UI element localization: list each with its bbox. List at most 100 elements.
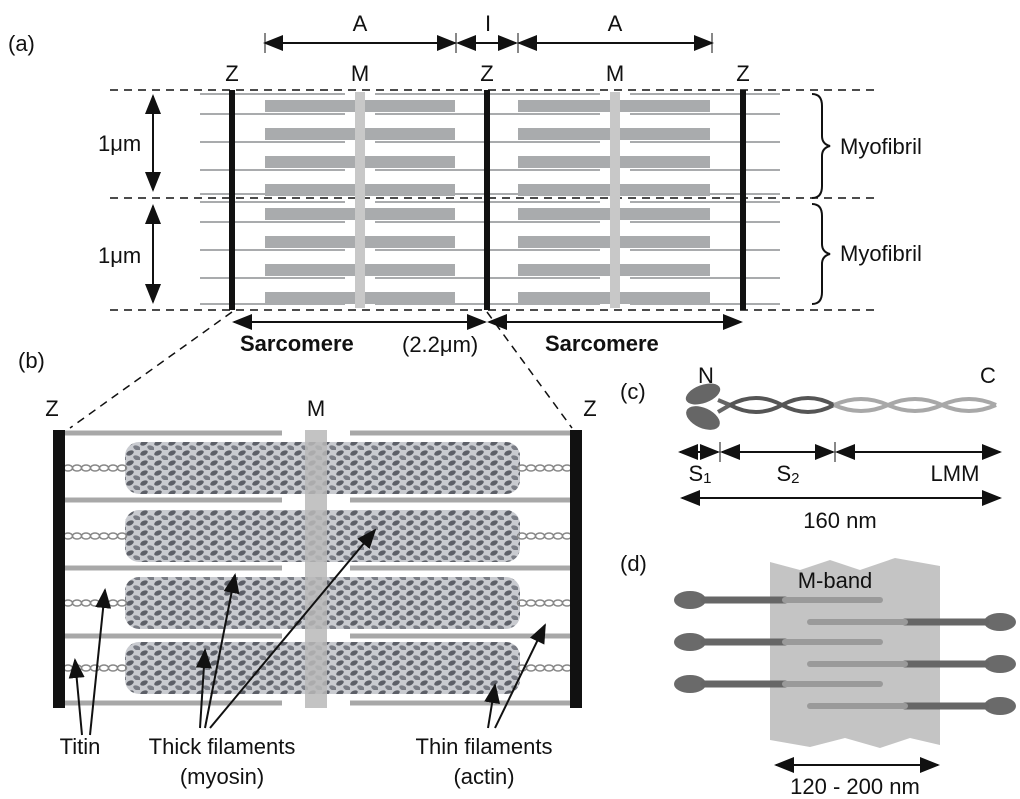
s2-label: S2 bbox=[776, 461, 799, 487]
s1-letter: S bbox=[688, 461, 703, 486]
titin bbox=[80, 532, 92, 540]
line-label: M bbox=[351, 61, 369, 86]
titin-label: Titin bbox=[60, 734, 101, 759]
band-label: A bbox=[608, 11, 623, 36]
z-disc bbox=[53, 430, 65, 708]
titin bbox=[107, 532, 119, 540]
length-label: 120 - 200 nm bbox=[790, 774, 920, 799]
line-label: M bbox=[307, 396, 325, 421]
s1-sub: 1 bbox=[703, 470, 711, 487]
titin bbox=[116, 599, 128, 607]
s1-label: S1 bbox=[688, 461, 711, 487]
titin bbox=[89, 532, 101, 540]
titin bbox=[525, 532, 537, 540]
m-line bbox=[610, 92, 620, 308]
thin-label: Thin filaments bbox=[416, 734, 553, 759]
z-line bbox=[740, 90, 746, 310]
panel-a: (a) A I A Z M Z M Z 1μm 1μm Myofibril My… bbox=[8, 11, 922, 429]
titin bbox=[534, 464, 546, 472]
m-line bbox=[355, 92, 365, 308]
panel-d: (d) M-band 120 - 200 nm bbox=[620, 551, 1016, 799]
line-label: Z bbox=[45, 396, 58, 421]
molecules bbox=[674, 591, 1016, 715]
titin bbox=[107, 464, 119, 472]
titin bbox=[98, 532, 110, 540]
titin bbox=[89, 464, 101, 472]
line-label: Z bbox=[225, 61, 238, 86]
panel-label: (b) bbox=[18, 348, 45, 373]
z-disc bbox=[570, 430, 582, 708]
m-band-region bbox=[770, 558, 940, 748]
myosin-head bbox=[674, 633, 706, 651]
titin bbox=[80, 664, 92, 672]
scale-label: 1μm bbox=[98, 243, 141, 268]
titin bbox=[116, 532, 128, 540]
thin-sub: (actin) bbox=[453, 764, 514, 789]
panel-c: (c) N C S1 S2 LMM 160 nm bbox=[620, 363, 1002, 533]
s2-letter: S bbox=[776, 461, 791, 486]
brace bbox=[811, 93, 831, 199]
band-label: A bbox=[353, 11, 368, 36]
sarcomere-label: Sarcomere bbox=[240, 331, 354, 356]
myofibril-label: Myofibril bbox=[840, 134, 922, 159]
line-label: M bbox=[606, 61, 624, 86]
z-line bbox=[484, 90, 490, 310]
titin bbox=[80, 599, 92, 607]
line-label: Z bbox=[583, 396, 596, 421]
thick-label: Thick filaments bbox=[149, 734, 296, 759]
titin bbox=[543, 599, 555, 607]
c-label: C bbox=[980, 363, 996, 388]
n-label: N bbox=[698, 363, 714, 388]
z-line bbox=[229, 90, 235, 310]
titin bbox=[543, 532, 555, 540]
brace bbox=[811, 203, 831, 305]
myofibril-label: Myofibril bbox=[840, 241, 922, 266]
scale-label: 1μm bbox=[98, 131, 141, 156]
titin bbox=[552, 664, 564, 672]
titin bbox=[525, 599, 537, 607]
titin bbox=[71, 664, 83, 672]
s2-sub: 2 bbox=[791, 470, 799, 487]
panel-label: (a) bbox=[8, 31, 35, 56]
titin bbox=[107, 664, 119, 672]
panel-label: (c) bbox=[620, 379, 646, 404]
myosin-head bbox=[674, 675, 706, 693]
myosin-head bbox=[984, 697, 1016, 715]
line-label: Z bbox=[736, 61, 749, 86]
band-label: I bbox=[485, 11, 491, 36]
myosin-head bbox=[674, 591, 706, 609]
m-band bbox=[305, 430, 327, 708]
myosin-head bbox=[984, 655, 1016, 673]
m-band-label: M-band bbox=[798, 568, 873, 593]
sarcomere-label: Sarcomere bbox=[545, 331, 659, 356]
myosin-head bbox=[984, 613, 1016, 631]
titin bbox=[98, 664, 110, 672]
lmm-label: LMM bbox=[931, 461, 980, 486]
titin bbox=[107, 599, 119, 607]
line-label: Z bbox=[480, 61, 493, 86]
length-label: 160 nm bbox=[803, 508, 876, 533]
titin bbox=[80, 464, 92, 472]
panel-b: (b) Z M Z Titin Thick filaments (myosin)… bbox=[18, 348, 597, 789]
thick-sub: (myosin) bbox=[180, 764, 264, 789]
titin bbox=[98, 464, 110, 472]
titin bbox=[534, 599, 546, 607]
panel-label: (d) bbox=[620, 551, 647, 576]
titin bbox=[543, 664, 555, 672]
titin bbox=[71, 532, 83, 540]
sarcomere-length: (2.2μm) bbox=[402, 332, 478, 357]
titin bbox=[525, 464, 537, 472]
titin bbox=[552, 599, 564, 607]
titin bbox=[534, 532, 546, 540]
titin bbox=[116, 664, 128, 672]
titin bbox=[552, 532, 564, 540]
titin bbox=[116, 464, 128, 472]
titin bbox=[71, 599, 83, 607]
titin bbox=[525, 664, 537, 672]
titin bbox=[71, 464, 83, 472]
titin bbox=[543, 464, 555, 472]
titin bbox=[534, 664, 546, 672]
titin bbox=[89, 599, 101, 607]
titin bbox=[552, 464, 564, 472]
